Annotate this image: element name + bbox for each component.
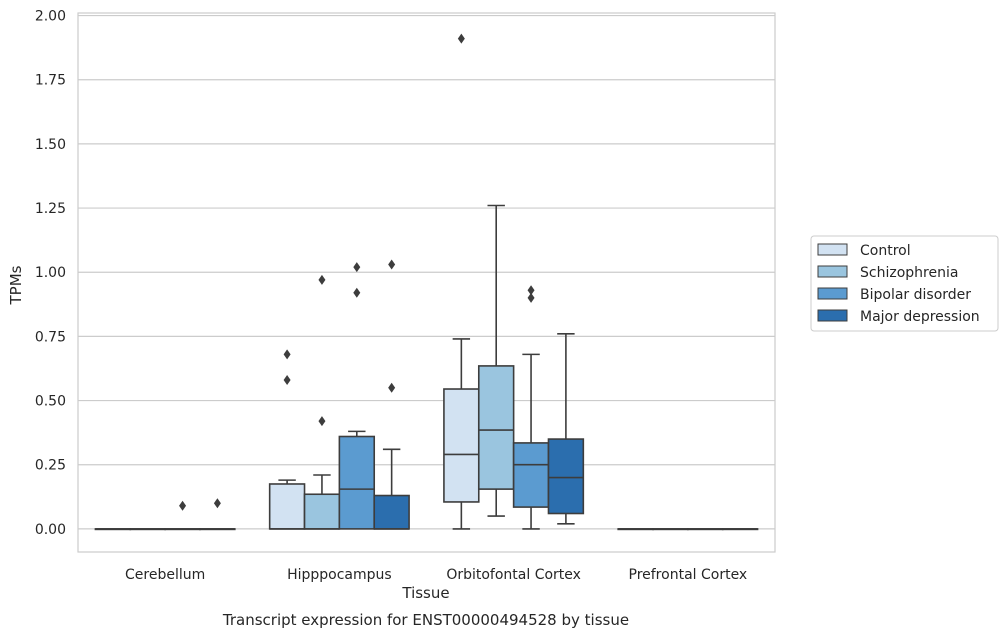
legend-items: Control Schizophrenia Bipolar disorder Majo…	[817, 243, 980, 325]
box-iqr	[443, 388, 480, 503]
box-iqr	[477, 365, 515, 490]
outlier-point	[388, 382, 396, 393]
x-ticks: Cerebellum Hipppocampus Orbitofontal Corte…	[125, 567, 747, 583]
box-major-depression	[199, 498, 236, 531]
box-iqr	[373, 494, 410, 530]
box-bipolar-disorder	[687, 528, 724, 531]
box-schizophrenia	[129, 528, 166, 531]
box-schizophrenia	[652, 528, 689, 531]
box-bipolar-disorder	[338, 262, 376, 530]
box-bipolar-disorder	[512, 285, 550, 530]
x-tick-label: Prefrontal Cortex	[629, 567, 748, 583]
box-iqr	[547, 438, 585, 515]
box-major-depression	[373, 259, 410, 530]
outlier-point	[527, 285, 535, 296]
x-axis-label: Tissue	[401, 584, 449, 602]
outlier-point	[388, 259, 396, 270]
y-tick-label: 0.00	[35, 522, 66, 538]
gridlines	[78, 14, 775, 530]
outlier-point	[283, 349, 291, 360]
box-bipolar-disorder	[164, 500, 201, 531]
legend-label: Control	[860, 243, 911, 259]
legend-label: Major depression	[860, 309, 980, 325]
y-tick-label: 0.25	[35, 458, 66, 474]
y-tick-label: 1.00	[35, 265, 66, 281]
box-schizophrenia	[477, 204, 515, 517]
y-tick-label: 0.75	[35, 329, 66, 345]
y-tick-label: 0.50	[35, 394, 66, 410]
box-major-depression	[721, 528, 759, 531]
legend-label: Bipolar disorder	[860, 287, 971, 303]
outlier-point	[283, 375, 291, 386]
box-iqr	[303, 493, 341, 530]
legend-label: Schizophrenia	[860, 265, 958, 281]
box-major-depression	[547, 333, 585, 525]
legend-swatch	[817, 309, 848, 322]
box-iqr	[338, 435, 376, 530]
legend-swatch	[817, 265, 848, 278]
outlier-point	[213, 498, 221, 509]
x-tick-label: Orbitofontal Cortex	[446, 567, 581, 583]
y-axis-label: TPMs	[7, 265, 25, 305]
x-tick-label: Cerebellum	[125, 567, 205, 583]
box-iqr	[268, 483, 306, 530]
box-iqr	[512, 442, 550, 508]
outlier-point	[179, 500, 187, 511]
boxes	[94, 33, 759, 531]
legend-frame	[810, 235, 999, 332]
box-schizophrenia	[303, 274, 341, 530]
outlier-point	[527, 292, 535, 303]
box-control	[94, 528, 132, 531]
legend: Control Schizophrenia Bipolar disorder Majo…	[810, 235, 999, 332]
box-control	[443, 33, 480, 530]
outlier-point	[353, 287, 361, 298]
legend-swatch	[817, 243, 848, 256]
y-tick-label: 1.50	[35, 137, 66, 153]
box-control	[617, 528, 654, 531]
x-tick-label: Hipppocampus	[287, 567, 392, 583]
outlier-point	[353, 262, 361, 273]
y-tick-label: 2.00	[35, 9, 66, 25]
legend-swatch	[817, 287, 848, 300]
plot-frame	[77, 12, 776, 553]
y-tick-label: 1.25	[35, 201, 66, 217]
outlier-point	[318, 416, 326, 427]
y-ticks: 0.00 0.25 0.50 0.75 1.00 1.25 1.50 1.75 2.00	[35, 9, 66, 538]
y-tick-label: 1.75	[35, 73, 66, 89]
outlier-point	[457, 33, 465, 44]
outlier-point	[318, 274, 326, 285]
box-control	[268, 349, 306, 530]
chart-caption: Transcript expression for ENST0000049452…	[222, 611, 629, 629]
